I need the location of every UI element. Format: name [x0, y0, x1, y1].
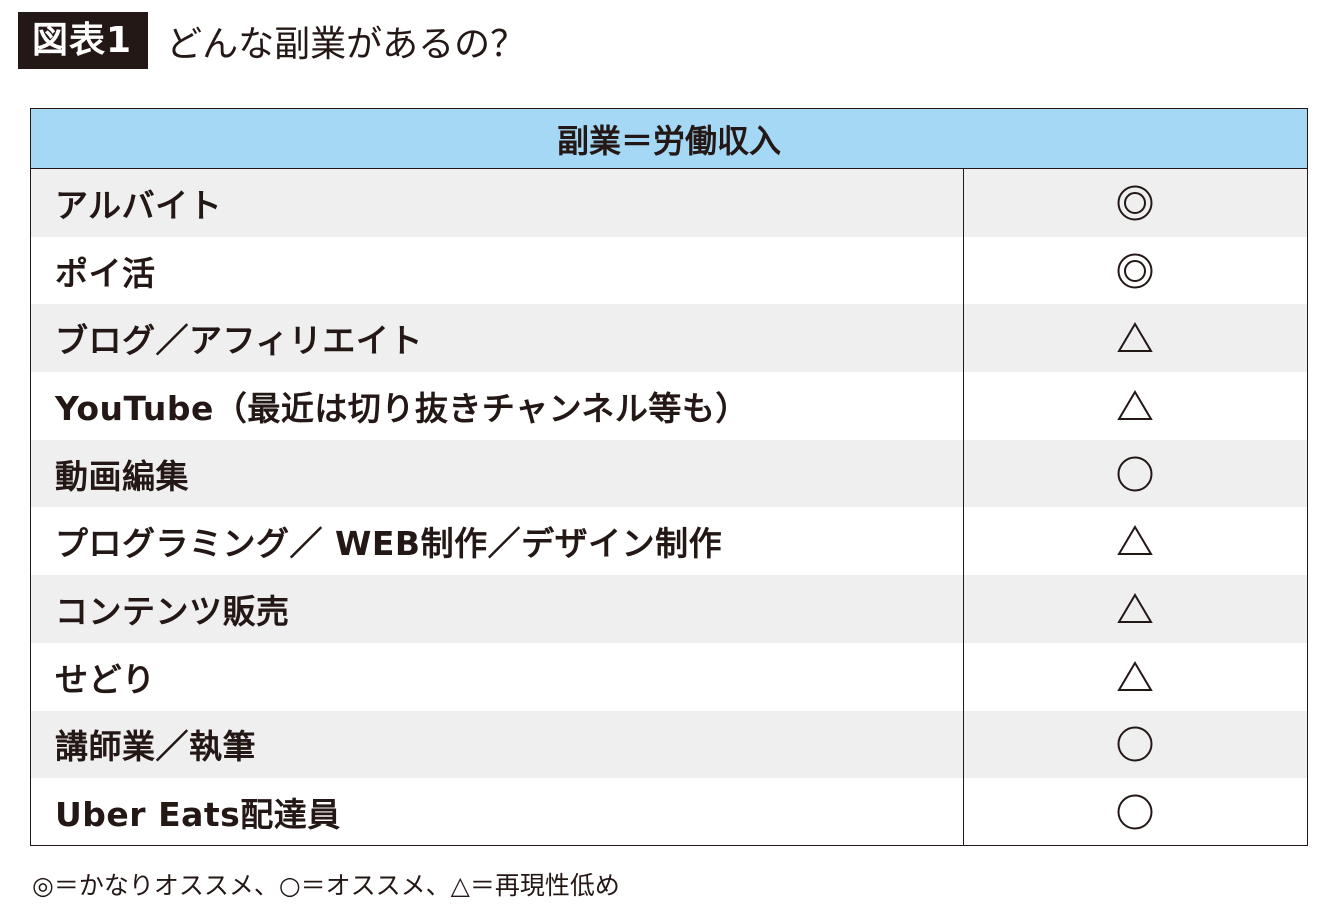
side-job-name: Uber Eats配達員 — [55, 795, 341, 835]
triangle-mark-icon — [1117, 389, 1153, 420]
rating-cell — [963, 711, 1307, 779]
side-job-name: ポイ活 — [55, 253, 156, 293]
table-row: Uber Eats配達員 — [31, 778, 1307, 846]
circle-mark-icon — [1117, 456, 1153, 492]
table-body: アルバイトポイ活ブログ／アフィリエイト YouTube（最近は切り抜きチャンネル等… — [31, 169, 1307, 846]
column-divider — [963, 169, 964, 846]
table-header: 副業＝労働収入 — [31, 109, 1307, 169]
rating-cell — [963, 507, 1307, 575]
table-row: アルバイト — [31, 169, 1307, 237]
rating-cell — [963, 372, 1307, 440]
side-job-name: プログラミング／ WEB制作／デザイン制作 — [55, 524, 723, 564]
figure-title-row: 図表1 どんな副業があるの？ — [18, 12, 526, 69]
side-job-table: 副業＝労働収入 アルバイトポイ活ブログ／アフィリエイト YouTube（最近は切り… — [30, 108, 1308, 846]
table-row: せどり — [31, 643, 1307, 711]
table-row: コンテンツ販売 — [31, 575, 1307, 643]
double-circle-mark-icon — [1117, 253, 1153, 289]
double-circle-mark-icon — [1117, 185, 1153, 221]
triangle-mark-icon — [1117, 322, 1153, 353]
triangle-mark-icon — [1117, 660, 1153, 691]
figure-title: どんな副業があるの？ — [166, 23, 527, 65]
side-job-name: せどり — [55, 659, 156, 699]
rating-cell — [963, 575, 1307, 643]
table-row: プログラミング／ WEB制作／デザイン制作 — [31, 507, 1307, 575]
table-row: 動画編集 — [31, 439, 1307, 508]
circle-mark-icon — [1117, 726, 1153, 762]
table-row: ブログ／アフィリエイト — [31, 304, 1307, 373]
rating-cell — [963, 643, 1307, 711]
figure-badge: 図表1 — [18, 12, 149, 69]
rating-cell — [963, 304, 1307, 372]
side-job-name: 動画編集 — [55, 456, 189, 496]
side-job-name: コンテンツ販売 — [55, 591, 290, 631]
table-row: 講師業／執筆 — [31, 710, 1307, 779]
rating-cell — [963, 169, 1307, 237]
side-job-name: ブログ／アフィリエイト — [55, 321, 423, 361]
table-row: YouTube（最近は切り抜きチャンネル等も） — [31, 372, 1307, 440]
side-job-name: YouTube（最近は切り抜きチャンネル等も） — [55, 388, 749, 428]
table-row: ポイ活 — [31, 237, 1307, 305]
triangle-mark-icon — [1117, 593, 1153, 623]
rating-cell — [963, 440, 1307, 508]
circle-mark-icon — [1117, 794, 1153, 830]
rating-cell — [963, 778, 1307, 846]
side-job-name: 講師業／執筆 — [55, 727, 256, 767]
legend-footnote: ◎＝かなりオススメ、○＝オススメ、△＝再現性低め — [32, 871, 620, 900]
triangle-mark-icon — [1117, 525, 1153, 556]
rating-cell — [963, 237, 1307, 305]
side-job-name: アルバイト — [55, 185, 223, 225]
